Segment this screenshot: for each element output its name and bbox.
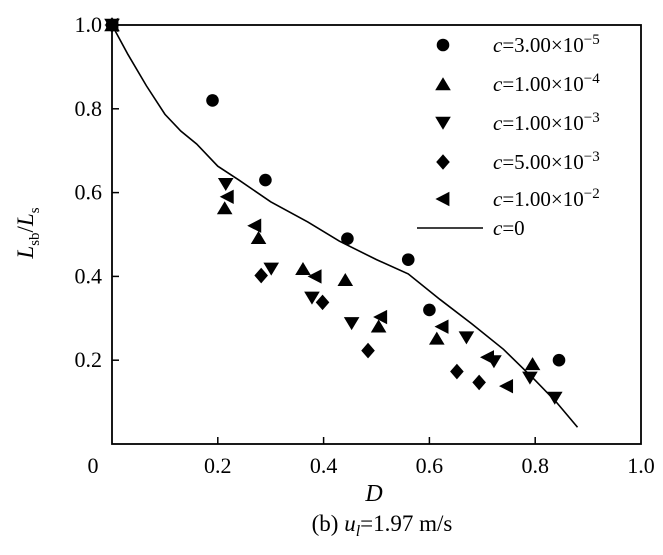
legend-item-line: c=0: [417, 216, 525, 240]
x-tick-label: 0.2: [204, 453, 232, 478]
plot-frame: [111, 24, 642, 445]
data-point-triangle-up: [250, 231, 267, 245]
data-point-circle: [552, 353, 566, 367]
data-point-triangle-left: [104, 17, 119, 33]
data-point-triangle-down: [546, 391, 563, 405]
legend-label: c=0: [493, 216, 525, 240]
data-point-diamond: [472, 374, 486, 391]
data-point-triangle-up: [295, 262, 311, 276]
data-point-diamond: [450, 363, 464, 380]
data-point-diamond: [361, 342, 375, 359]
y-axis-label: Lsb/Ls: [13, 207, 43, 259]
x-tick-label: 1.0: [627, 453, 655, 478]
data-point-triangle-left: [373, 309, 388, 325]
y-tick-label: 0.4: [75, 263, 103, 288]
legend-item: c=1.00×10−2: [435, 186, 600, 211]
data-point-diamond: [315, 294, 330, 311]
y-tick-label: 1.0: [75, 12, 103, 37]
y-axis-ticks: 0.2 0.4 0.6 0.8 1.0: [75, 12, 119, 372]
figure-caption: (b) ul=1.97 m/s: [312, 511, 453, 540]
c0-curve: [111, 24, 579, 428]
data-point-triangle-left: [499, 378, 514, 394]
data-point-circle: [259, 173, 272, 187]
legend-item: c=1.00×10−3: [435, 110, 600, 135]
legend-label: c=1.00×10−2: [493, 186, 600, 211]
data-point-circle: [436, 38, 450, 52]
data-point-triangle-up: [429, 331, 445, 345]
data-point-triangle-up: [435, 77, 451, 91]
legend-label: c=1.00×10−3: [493, 110, 600, 135]
data-point-triangle-down: [522, 371, 538, 385]
data-point-diamond: [254, 267, 268, 284]
data-point-triangle-up: [524, 357, 541, 371]
data-point-circle: [401, 253, 415, 266]
legend-label: c=5.00×10−3: [493, 149, 600, 174]
legend-label: c=1.00×10−4: [493, 71, 600, 96]
data-point-triangle-down: [343, 317, 360, 331]
x-tick-label: 0.4: [310, 453, 338, 478]
data-point-triangle-left: [247, 218, 262, 233]
x-tick-label: 0.8: [521, 453, 549, 478]
x-axis-label: D: [364, 481, 382, 507]
data-point-circle: [423, 303, 436, 317]
data-point-circle: [206, 94, 219, 107]
data-point-triangle-up: [216, 201, 233, 215]
data-point-diamond: [436, 154, 450, 170]
data-point-triangle-left: [479, 350, 494, 365]
data-points: [104, 17, 566, 405]
series-triangle-up: [104, 18, 541, 371]
x-tick-label: 0: [88, 453, 99, 478]
data-point-triangle-down: [458, 331, 475, 345]
data-point-triangle-down: [435, 116, 451, 130]
data-point-circle: [341, 232, 354, 245]
data-point-triangle-down: [304, 291, 320, 305]
data-point-triangle-up: [370, 319, 387, 333]
legend-item: c=3.00×10−5: [436, 32, 600, 57]
c0-line: [111, 24, 579, 428]
legend-label: c=3.00×10−5: [493, 32, 600, 57]
y-tick-label: 0.2: [75, 347, 103, 372]
plot-border: [111, 24, 642, 445]
data-point-triangle-left: [434, 319, 449, 334]
x-tick-label: 0.6: [416, 453, 444, 478]
y-tick-label: 0.8: [75, 96, 103, 121]
data-point-triangle-left: [307, 269, 322, 284]
y-tick-label: 0.6: [75, 180, 103, 205]
series-triangle-left: [104, 17, 514, 394]
legend-item: c=5.00×10−3: [436, 149, 600, 174]
data-point-triangle-down: [217, 178, 234, 192]
data-point-triangle-up: [337, 272, 354, 286]
x-axis-ticks: 0 0.2 0.4 0.6 0.8 1.0: [88, 437, 655, 478]
legend-item: c=1.00×10−4: [435, 71, 600, 96]
data-point-triangle-left: [219, 189, 234, 204]
legend: c=3.00×10−5 c=1.00×10−4 c=1.00×10−3 c=5.00×…: [417, 32, 600, 240]
data-point-triangle-left: [435, 191, 450, 207]
data-point-triangle-down: [263, 262, 280, 276]
